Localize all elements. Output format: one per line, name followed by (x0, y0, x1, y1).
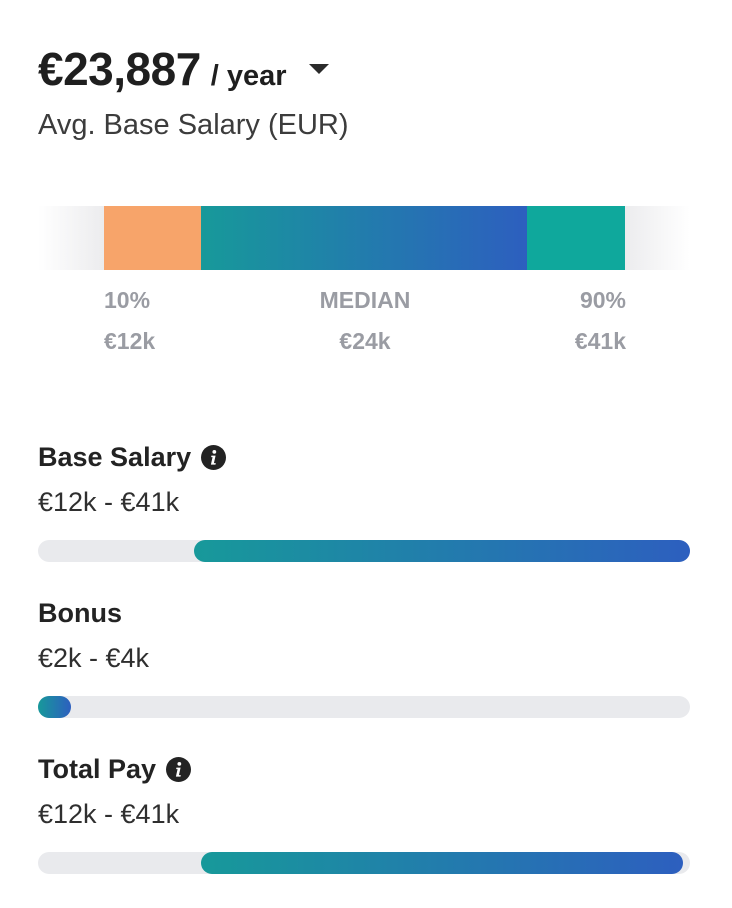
median-segment (201, 206, 529, 270)
range-track (38, 852, 690, 874)
section-title: Bonus (38, 598, 122, 628)
total-pay-section: Total Pay €12k - €41k (38, 754, 690, 874)
p10-label: 10% (104, 287, 151, 313)
salary-subtitle: Avg. Base Salary (EUR) (38, 109, 349, 141)
p90-value: €41k (574, 328, 626, 354)
range-fill (194, 540, 690, 562)
section-title: Base Salary (38, 442, 192, 472)
base-salary-section: Base Salary €12k - €41k (38, 442, 690, 562)
info-icon[interactable] (201, 445, 227, 470)
salary-distribution-bar (38, 206, 690, 270)
section-range: €12k - €41k (38, 799, 180, 829)
pay-period-label[interactable]: / year (210, 60, 287, 92)
bonus-section: Bonus €2k - €4k (38, 598, 690, 718)
chevron-down-icon[interactable] (308, 64, 329, 74)
p10-value: €12k (104, 328, 156, 354)
info-icon[interactable] (166, 757, 192, 782)
section-title: Total Pay (38, 754, 157, 784)
percentile-10-segment (104, 206, 201, 270)
percentile-90-segment (527, 206, 625, 270)
range-fade-left (38, 206, 104, 270)
section-range: €2k - €4k (38, 643, 150, 673)
median-value: €24k (339, 328, 391, 354)
average-salary-amount: €23,887 (38, 43, 201, 95)
range-fill (38, 696, 71, 718)
median-label: MEDIAN (319, 287, 411, 313)
salary-header: €23,887 / year (38, 42, 329, 96)
range-track (38, 696, 690, 718)
p90-label: 90% (579, 287, 626, 313)
section-range: €12k - €41k (38, 487, 180, 517)
range-fade-right (625, 206, 690, 270)
range-track (38, 540, 690, 562)
range-fill (201, 852, 684, 874)
